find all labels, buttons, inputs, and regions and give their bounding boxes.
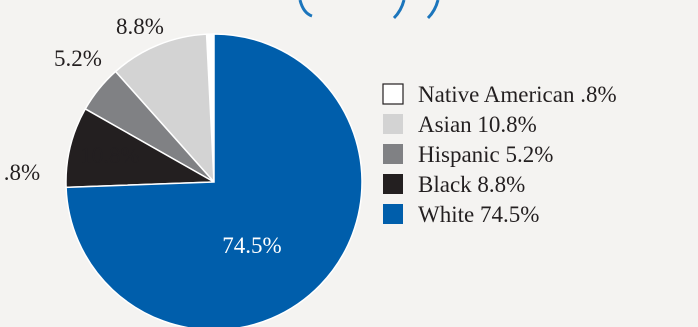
legend: Native American .8% Asian 10.8% Hispanic 5… [382, 82, 617, 227]
legend-swatch [383, 174, 403, 194]
pie-slice-black [65, 107, 217, 189]
legend-swatch [383, 144, 403, 164]
legend-item-black: Black 8.8% [383, 172, 525, 197]
data-label-white: 74.5% [222, 233, 281, 258]
legend-swatch [383, 114, 403, 134]
pie-slice-asian [114, 33, 215, 185]
legend-item-white: White 74.5% [383, 202, 539, 227]
pie-slices [65, 33, 363, 327]
cropped-title-stroke [426, 0, 440, 20]
pie-data-labels: .8% 10.8% 5.2% 8.8% 74.5% [4, 14, 282, 258]
legend-item-hispanic: Hispanic 5.2% [383, 142, 553, 167]
data-label-black: 8.8% [116, 14, 164, 39]
data-label-asian: 10.8% [80, 143, 139, 168]
legend-label: Native American .8% [418, 82, 617, 107]
legend-swatch [382, 83, 404, 105]
legend-item-asian: Asian 10.8% [383, 112, 537, 137]
legend-label: White 74.5% [418, 202, 539, 227]
legend-item-native-american: Native American .8% [382, 82, 617, 107]
legend-swatch [383, 204, 403, 224]
data-label-native-american: .8% [4, 160, 40, 185]
pie-slice-white [65, 33, 363, 327]
legend-label: Hispanic 5.2% [418, 142, 553, 167]
data-label-hispanic: 5.2% [54, 46, 102, 71]
legend-label: Asian 10.8% [418, 112, 537, 137]
cropped-title-stroke [298, 0, 313, 18]
cropped-title-stroke [392, 0, 406, 20]
legend-label: Black 8.8% [418, 172, 525, 197]
